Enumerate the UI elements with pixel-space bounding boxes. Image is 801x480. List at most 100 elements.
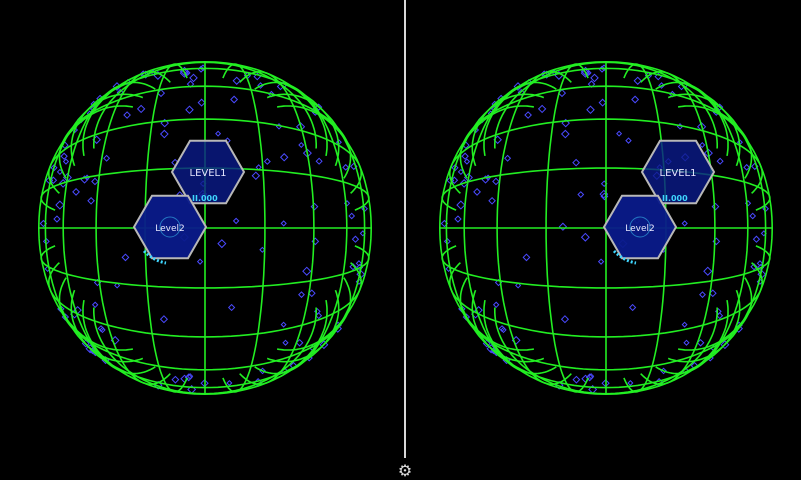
gear-icon[interactable]: ⚙	[397, 461, 413, 480]
level2-node[interactable]: Level2	[602, 194, 678, 265]
star-marker	[492, 301, 500, 309]
star-marker	[227, 303, 236, 312]
star-marker	[492, 177, 500, 186]
level-label: LEVEL1	[190, 168, 227, 179]
star-marker	[226, 379, 233, 386]
grid-line-horizontal	[483, 60, 729, 157]
grid-line-horizontal	[471, 289, 741, 389]
star-marker	[263, 157, 271, 165]
star-marker	[282, 339, 289, 346]
grid-line-horizontal	[40, 245, 370, 289]
grid-line-horizontal	[441, 245, 771, 289]
level-indicator: II.000	[662, 194, 688, 203]
grid-line-horizontal	[48, 118, 362, 194]
star-marker	[711, 202, 720, 211]
star-marker	[58, 179, 68, 188]
star-marker	[625, 137, 632, 144]
star-marker	[136, 104, 146, 114]
star-marker	[215, 130, 222, 137]
star-marker	[451, 164, 459, 172]
star-marker	[349, 263, 357, 271]
star-marker	[280, 220, 287, 227]
star-marker	[255, 164, 262, 171]
star-marker	[91, 177, 99, 186]
star-marker	[459, 179, 469, 188]
star-marker	[295, 122, 306, 132]
star-marker	[586, 105, 595, 115]
star-marker	[302, 266, 312, 276]
star-marker	[456, 200, 466, 210]
star-marker	[598, 98, 607, 107]
level-indicator: II.000	[192, 194, 218, 203]
star-marker	[87, 196, 95, 205]
star-marker	[703, 266, 713, 276]
star-marker	[114, 282, 121, 289]
star-marker	[196, 258, 204, 265]
star-marker	[488, 196, 496, 205]
level1-node[interactable]: LEVEL1	[640, 139, 716, 205]
star-marker	[560, 129, 570, 139]
star-marker	[558, 222, 568, 231]
star-marker	[97, 325, 105, 333]
grid-line-horizontal	[459, 85, 753, 179]
grid-line-horizontal	[93, 307, 317, 395]
star-marker	[616, 130, 623, 137]
level-label: Level2	[625, 224, 654, 234]
star-marker	[280, 321, 287, 328]
star-marker	[49, 176, 58, 185]
star-marker	[91, 301, 99, 309]
star-marker	[200, 379, 209, 388]
eye-divider	[404, 0, 406, 458]
star-marker	[259, 246, 266, 253]
star-marker	[580, 232, 590, 242]
grid-line-horizontal	[58, 85, 352, 179]
star-marker	[232, 217, 240, 225]
star-marker	[123, 111, 131, 119]
star-marker	[186, 373, 194, 380]
star-marker	[159, 129, 169, 139]
star-marker	[560, 315, 570, 324]
star-marker	[230, 95, 239, 104]
star-marker	[171, 375, 180, 384]
star-marker	[315, 157, 323, 165]
grid-line-horizontal	[471, 67, 741, 167]
star-marker	[572, 375, 581, 384]
star-marker	[342, 163, 350, 171]
star-marker	[557, 88, 567, 98]
grid-line-horizontal	[82, 60, 328, 157]
star-marker	[703, 148, 713, 158]
star-marker	[515, 282, 522, 289]
right-eye-view: LEVEL1 Level2 II.000	[438, 60, 774, 396]
star-marker	[55, 200, 65, 210]
star-marker	[473, 188, 481, 196]
star-marker	[217, 239, 227, 249]
grid-line-horizontal	[48, 262, 362, 338]
star-marker	[681, 321, 688, 328]
star-marker	[463, 158, 471, 165]
level2-node[interactable]: Level2	[132, 194, 208, 265]
star-marker	[627, 379, 634, 386]
star-marker	[633, 76, 642, 85]
star-marker	[631, 95, 640, 104]
star-marker	[454, 215, 462, 223]
grid-line-horizontal	[449, 118, 763, 194]
star-marker	[279, 153, 289, 162]
star-marker	[524, 111, 532, 119]
grid-line-horizontal	[441, 167, 771, 211]
star-marker	[743, 163, 751, 171]
level1-node[interactable]: LEVEL1	[170, 139, 246, 205]
grid-line-horizontal	[494, 307, 718, 395]
star-marker	[463, 172, 473, 183]
star-marker	[756, 260, 764, 267]
star-marker	[522, 253, 531, 262]
star-marker	[197, 98, 206, 107]
star-marker	[504, 154, 512, 162]
star-marker	[121, 253, 130, 262]
star-marker	[577, 191, 585, 198]
star-marker	[597, 258, 605, 265]
star-marker	[628, 303, 637, 312]
star-marker	[72, 188, 80, 196]
star-marker	[186, 80, 195, 88]
star-marker	[601, 379, 610, 388]
